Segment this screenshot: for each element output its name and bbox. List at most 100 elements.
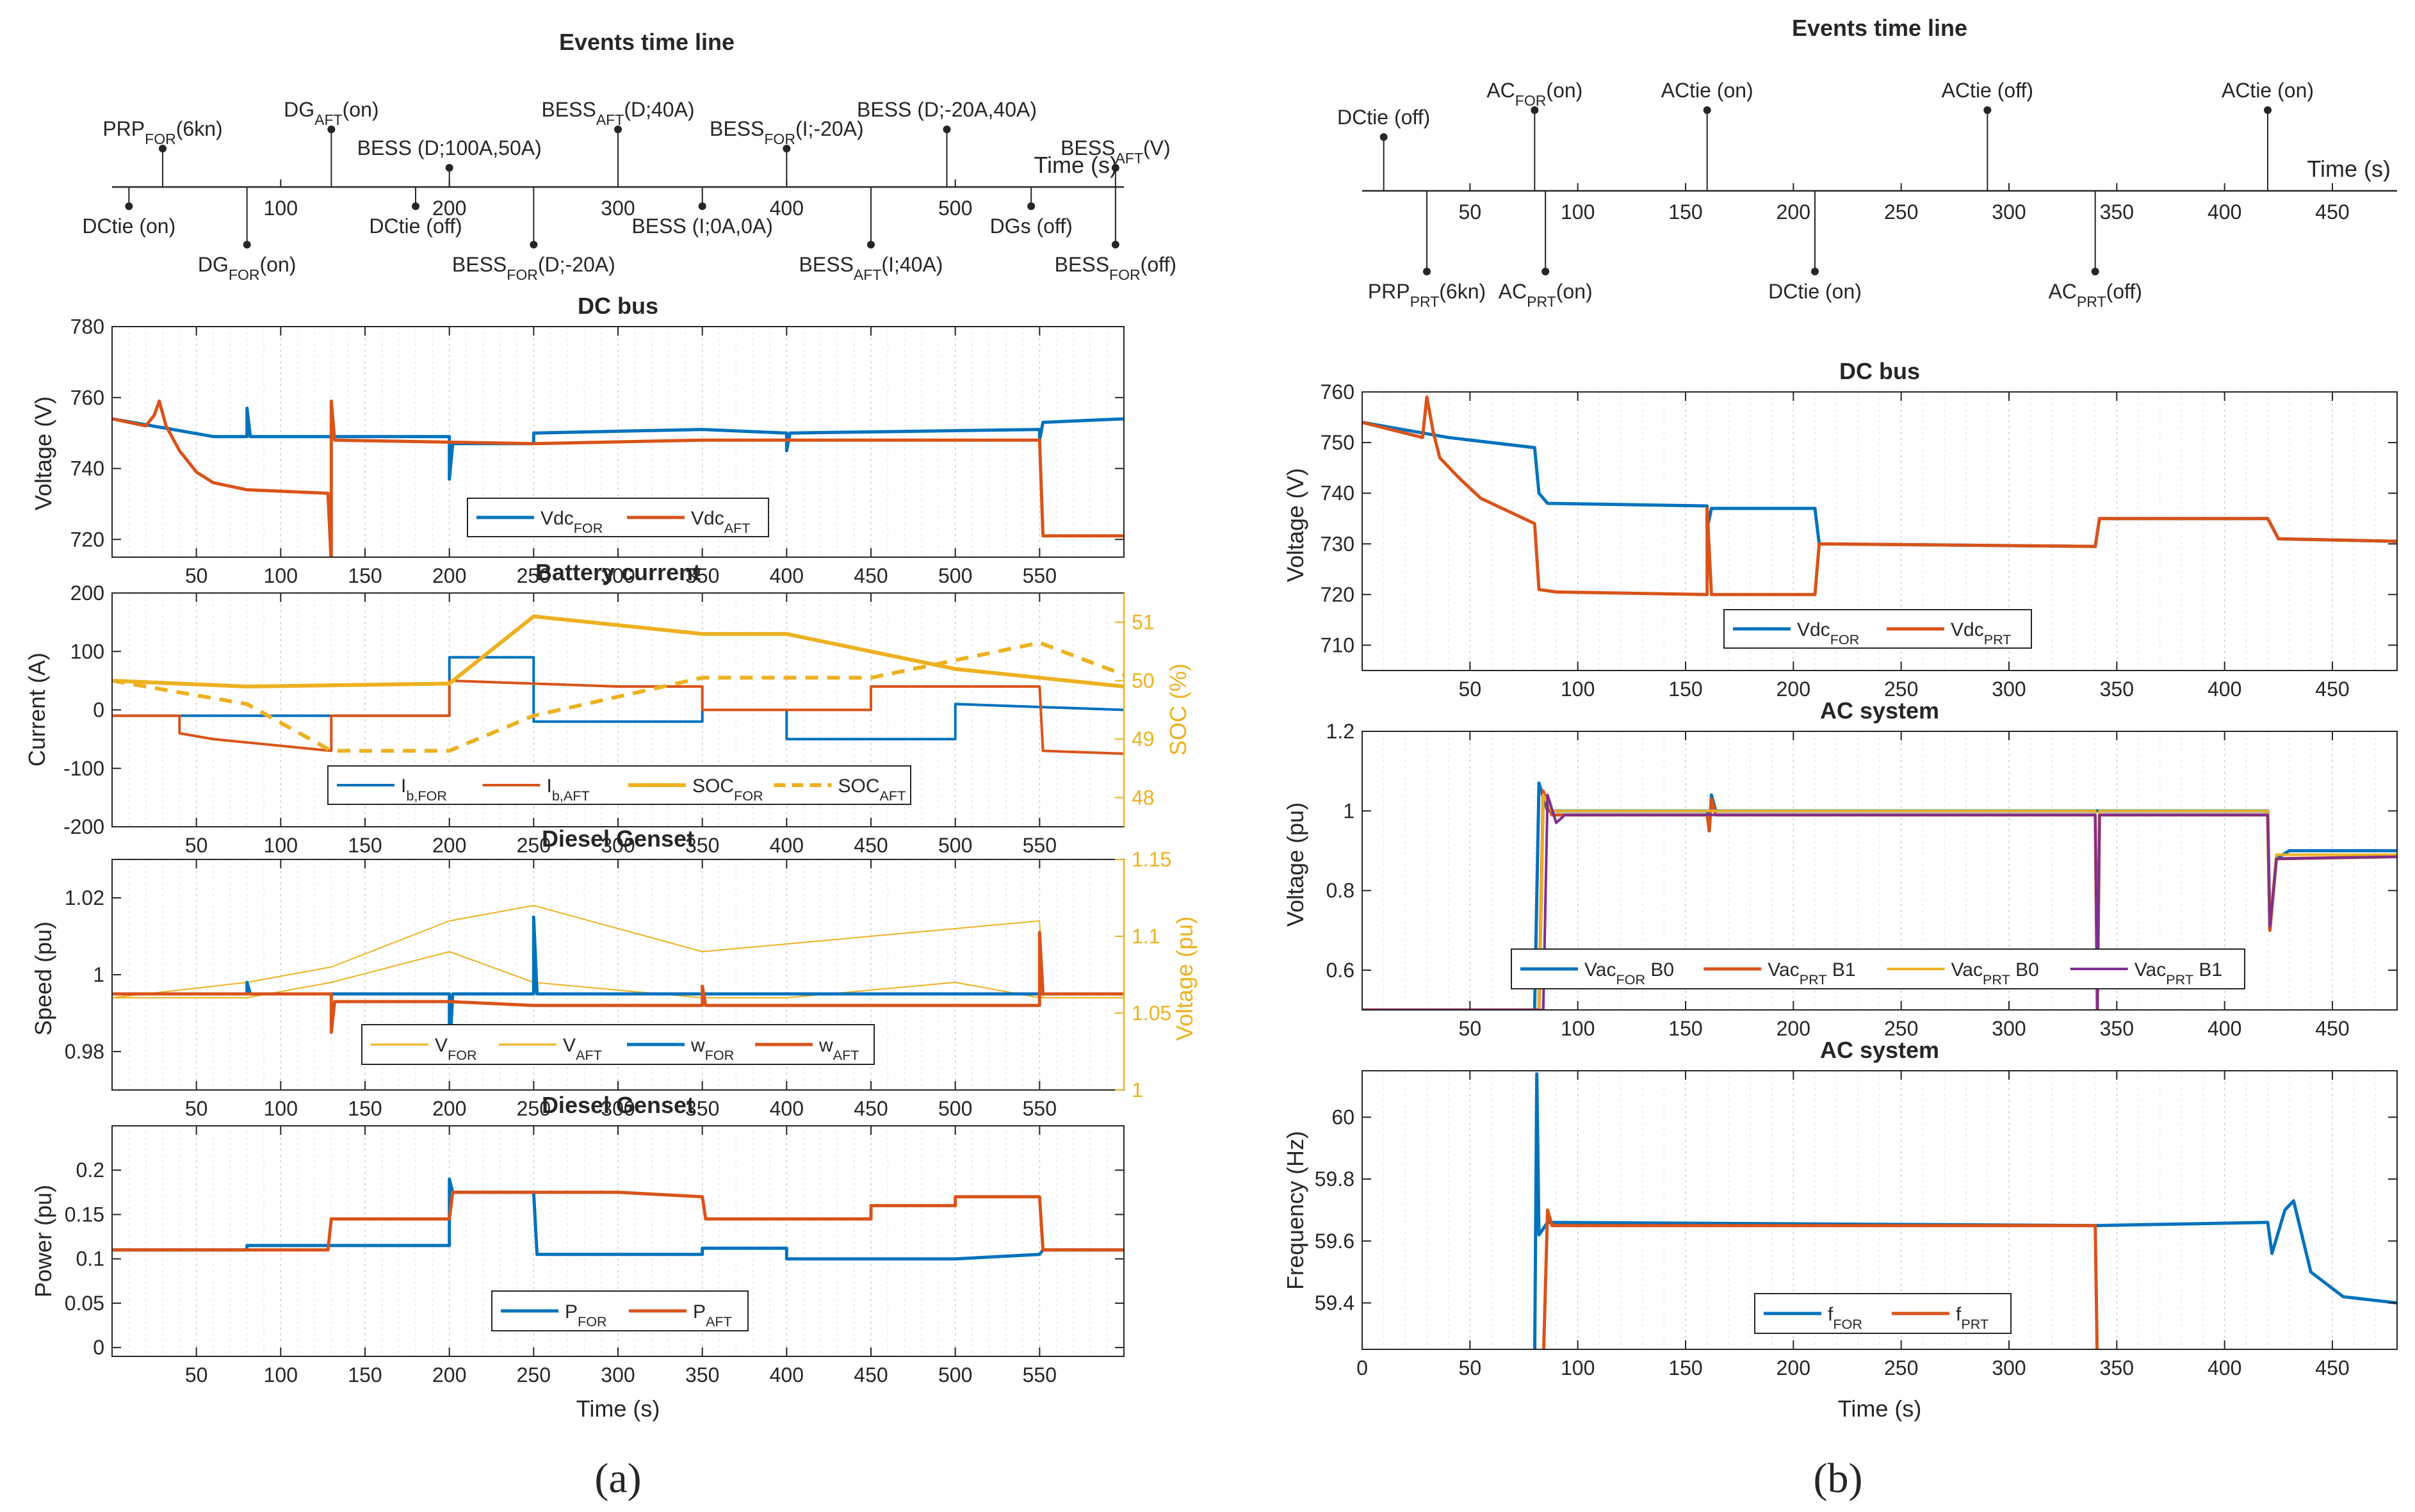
pa4-legend-label-0-main: P — [565, 1301, 578, 1322]
panel-a-timeline-title: Events time line — [559, 29, 735, 55]
tl-a-event-below-dot-1 — [243, 241, 251, 248]
pa2-y2tick-label-0: 48 — [1132, 786, 1155, 809]
pb3-ytick-label-0: 59.4 — [1315, 1292, 1354, 1315]
tl-b-tick-label-8: 450 — [2315, 200, 2349, 224]
tl-a-event-below-dot-5 — [867, 241, 875, 248]
tl-a-event-above-label-4-main: BESS — [710, 117, 764, 140]
pa4-ytick-label-3: 0.15 — [65, 1203, 104, 1226]
pa4-legend-label-1-sub: AFT — [706, 1313, 732, 1329]
pa2-xtick-label-6: 350 — [685, 834, 719, 857]
pa3-xtick-label-9: 500 — [938, 1097, 972, 1120]
tl-b-event-below-label-0-suf: (6kn) — [1439, 280, 1486, 303]
pa3-ytick-label-0: 0.98 — [65, 1040, 104, 1063]
pb1-xtick-label-0: 50 — [1459, 678, 1482, 701]
pb1-xtick-label-1: 100 — [1561, 678, 1595, 701]
pb1-legend-label-1: VdcPRT — [1951, 619, 2012, 647]
tl-a-event-above-label-1-sub: AFT — [314, 111, 343, 128]
tl-a-event-below-label-6: DGs (off) — [990, 215, 1073, 238]
tl-a-event-above-label-0: PRPFOR(6kn) — [102, 117, 222, 147]
panel-a-dc-bus-ylabel: Voltage (V) — [30, 396, 56, 510]
pb3-legend-label-1-sub: PRT — [1961, 1316, 1988, 1332]
pa2-legend-label-0: Ib,FOR — [401, 776, 447, 804]
pa2-xtick-label-3: 200 — [432, 834, 466, 857]
tl-a-event-above-label-1: DGAFT(on) — [284, 98, 378, 128]
pb3-xtick-label-4: 200 — [1777, 1356, 1810, 1379]
pa2-legend-label-2: SOCFOR — [692, 776, 763, 804]
pa2-legend-label-3-main: SOC — [838, 776, 880, 797]
pa3-legend-label-3-main: w — [818, 1035, 833, 1056]
panel-b-ac-voltage-plot: 50 100 150 200 250 300 350 400 4500.60.811.2VacF… — [1326, 720, 2398, 1040]
panel-a-battery-current-plot: 50 100 150 200 250 300 350 400 450 500 550-200-100… — [63, 581, 1155, 857]
pa1-xtick-label-8: 450 — [854, 564, 888, 587]
pb1-ytick-label-2: 730 — [1321, 532, 1354, 555]
tl-a-event-below-dot-6 — [1027, 202, 1036, 210]
pa1-ytick-label-0: 720 — [70, 528, 104, 551]
pa3-y2tick-label-2: 1.1 — [1132, 925, 1160, 948]
pa2-xtick-label-1: 100 — [264, 834, 298, 857]
pa3-xtick-label-0: 50 — [185, 1097, 208, 1120]
tl-a-xlabel: Time (s) — [1034, 152, 1118, 178]
pa2-legend-label-3-sub: AFT — [880, 788, 906, 804]
pb1-xtick-label-3: 200 — [1777, 678, 1810, 701]
tl-a-tick-label-3: 400 — [770, 197, 804, 220]
tl-a-event-above-label-3-suf: (D;40A) — [624, 98, 694, 121]
tl-b-xlabel: Time (s) — [2307, 156, 2391, 182]
tl-b-event-below-dot-1 — [1541, 268, 1550, 275]
pa3-xtick-label-7: 400 — [770, 1097, 804, 1120]
pa1-legend-label-1-main: Vdc — [691, 508, 724, 529]
tl-a-event-below-label-3: BESSFOR(D;-20A) — [452, 253, 615, 283]
pa4-series-p-aft — [112, 1191, 1124, 1252]
panel-a-battery-current-title: Battery current — [535, 559, 701, 585]
pb3-series-f-prt — [1541, 1208, 2099, 1349]
pa2-y2tick-label-2: 50 — [1132, 669, 1155, 692]
tl-a-event-above-label-5-main: BESS (D;-20A,40A) — [857, 98, 1037, 121]
pa4-ytick-label-2: 0.1 — [76, 1248, 104, 1271]
tl-a-event-above-label-4-sub: FOR — [764, 131, 795, 147]
panel-a-genset-speed: Diesel Genset 50 100 150 200 250 300 350 400 450… — [30, 825, 1198, 1120]
pa3-legend-label-2: wFOR — [690, 1035, 734, 1063]
tl-a-event-above-label-6: BESSAFT(V) — [1061, 136, 1171, 167]
pb1-xtick-label-2: 150 — [1668, 678, 1702, 701]
tl-b-event-above-dot-0 — [1379, 133, 1388, 141]
pb1-legend: VdcFOR VdcPRT — [1723, 609, 2032, 649]
tl-b-event-above-label-0-main: DCtie (off) — [1337, 106, 1430, 129]
pa4-ytick-label-1: 0.05 — [65, 1292, 104, 1315]
pa2-series-group — [112, 614, 1124, 755]
pb2-legend-label-1: VacPRT B1 — [1768, 959, 1855, 988]
tl-a-event-below-dot-2 — [412, 202, 419, 210]
tl-b-tick-label-7: 400 — [2208, 200, 2241, 224]
pb2-xtick-label-2: 150 — [1668, 1017, 1702, 1040]
tl-b-event-above-dot-4 — [2264, 106, 2272, 114]
tl-a-event-below-label-5-sub: AFT — [854, 266, 882, 283]
pb1-axes-box — [1362, 391, 2398, 671]
pb1-legend-label-1-main: Vdc — [1951, 619, 1984, 640]
pa1-ytick-label-1: 740 — [70, 457, 104, 480]
pa3-y2tick-label-3: 1.15 — [1132, 848, 1171, 871]
pa3-y2tick-label-1: 1.05 — [1132, 1002, 1171, 1025]
tl-a-event-below-label-3-suf: (D;-20A) — [538, 253, 615, 276]
panel-a-genset-speed-ylabel: Speed (pu) — [30, 922, 56, 1036]
pa3-legend-label-2-sub: FOR — [705, 1047, 735, 1063]
tl-b-event-above-label-2-main: ACtie (on) — [1661, 79, 1753, 102]
tl-a-event-below-label-4: BESS (I;0A,0A) — [631, 215, 773, 238]
pb3-xtick-label-9: 450 — [2315, 1356, 2349, 1379]
pb3-xtick-label-6: 300 — [1992, 1356, 2026, 1379]
tl-b-event-below-label-2-main: DCtie (on) — [1768, 280, 1862, 303]
tl-a-event-above-label-3-main: BESS — [541, 98, 596, 121]
pa2-series-soc-for — [112, 614, 1124, 688]
tl-b-event-above-label-4-main: ACtie (on) — [2222, 79, 2314, 102]
pb2-ytick-label-2: 1 — [1343, 799, 1354, 822]
pb3-legend-label-1-main: f — [1956, 1304, 1962, 1325]
tl-a-event-above-dot-6 — [1111, 164, 1119, 172]
pa2-legend-label-2-main: SOC — [692, 776, 734, 797]
pb3-ytick-label-1: 59.6 — [1315, 1230, 1354, 1253]
pa2-xtick-label-5: 300 — [601, 834, 635, 857]
pa2-legend-label-0-sub: b,FOR — [406, 788, 447, 804]
tl-b-event-above-label-3: ACtie (off) — [1942, 79, 2033, 102]
panel-b-dc-bus: DC bus 50 100 150 200 250 300 350 400 450 710 720 7… — [1282, 358, 2398, 701]
panel-b-ac-voltage-ylabel: Voltage (pu) — [1282, 802, 1308, 927]
pa4-legend-label-0-sub: FOR — [578, 1313, 607, 1329]
pa1-ytick-label-2: 760 — [70, 386, 104, 409]
pa4-series-group — [112, 1177, 1124, 1261]
